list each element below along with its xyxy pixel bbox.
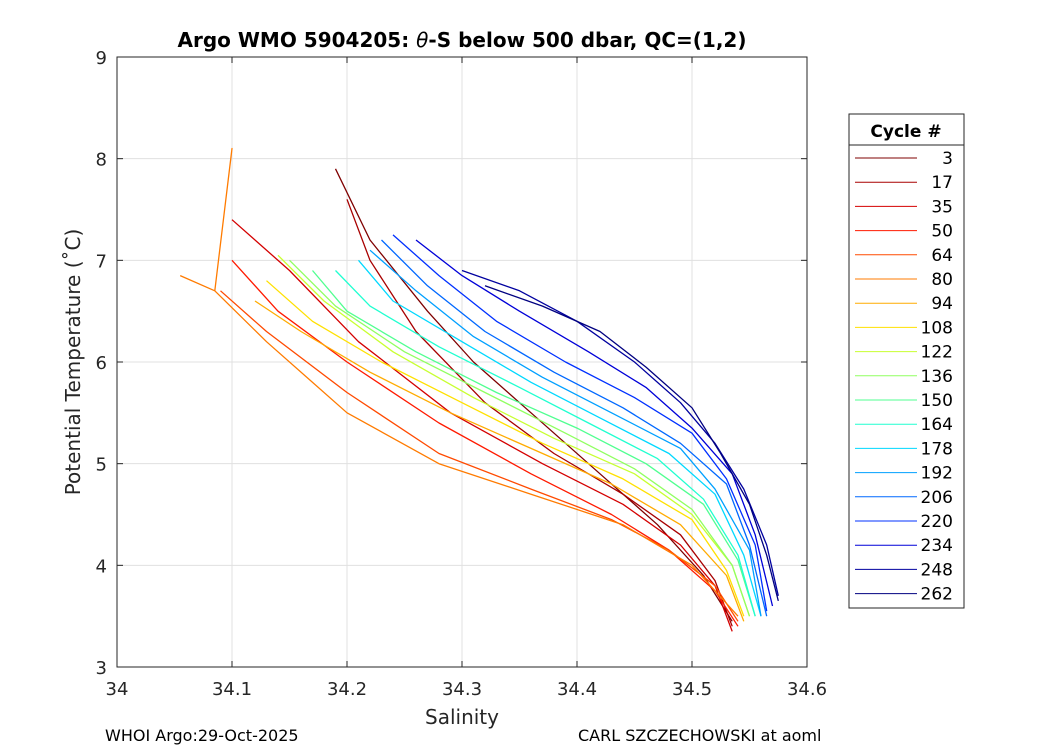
- y-tick-label: 6: [96, 353, 107, 374]
- x-axis-label: Salinity: [425, 705, 499, 729]
- legend-label-17: 17: [931, 173, 953, 193]
- legend-label-220: 220: [921, 512, 953, 532]
- footer-right: CARL SZCZECHOWSKI at aoml: [578, 726, 822, 745]
- profile-line-cycle-108: [266, 280, 745, 617]
- chart-title-prefix: Argo WMO 5904205:: [178, 28, 417, 52]
- profile-line-cycle-80: [179, 147, 739, 617]
- legend-label-262: 262: [921, 585, 953, 605]
- profile-line-cycle-122: [277, 254, 751, 617]
- x-tick-label: 34.5: [672, 679, 712, 700]
- profile-line-cycle-35: [231, 219, 733, 632]
- x-tick-label: 34.4: [557, 679, 597, 700]
- legend-label-94: 94: [931, 294, 953, 314]
- profile-line-cycle-206: [381, 239, 768, 617]
- legend-label-192: 192: [921, 464, 953, 484]
- y-tick-label: 7: [96, 251, 107, 272]
- legend-label-108: 108: [921, 318, 953, 338]
- legend-label-206: 206: [921, 488, 953, 508]
- profile-line-cycle-3: [334, 168, 733, 622]
- profile-line-cycle-94: [254, 300, 745, 622]
- x-tick-label: 34.3: [442, 679, 482, 700]
- y-tick-label: 5: [96, 455, 107, 476]
- y-tick-label: 9: [96, 48, 107, 69]
- legend-label-35: 35: [931, 197, 953, 217]
- legend-label-150: 150: [921, 391, 953, 411]
- profile-line-cycle-234: [415, 239, 774, 607]
- profile-line-cycle-17: [346, 199, 733, 627]
- chart-title: Argo WMO 5904205: θ-S below 500 dbar, QC…: [178, 28, 747, 52]
- chart-title-suffix: -S below 500 dbar, QC=(1,2): [428, 28, 746, 52]
- profile-line-cycle-164: [335, 270, 756, 617]
- profile-lines: [179, 147, 779, 632]
- legend-label-164: 164: [921, 415, 953, 435]
- footer-left: WHOI Argo:29-Oct-2025: [105, 726, 299, 745]
- x-tick-label: 34.2: [327, 679, 367, 700]
- profile-line-cycle-262: [484, 285, 779, 602]
- legend-label-178: 178: [921, 439, 953, 459]
- profile-line-cycle-136: [289, 259, 751, 617]
- legend: Cycle # 3 17 35 50 64 80 94 108 122 136 150 164 178 1…: [848, 113, 965, 609]
- legend-label-50: 50: [931, 222, 953, 242]
- legend-entries: 3 17 35 50 64 80 94 108 122 136 150 164 178 192 206 220…: [855, 149, 953, 605]
- y-tick-label: 8: [96, 150, 107, 171]
- y-tick-label: 4: [96, 556, 107, 577]
- legend-box: [848, 113, 965, 609]
- profile-line-cycle-192: [369, 249, 762, 617]
- legend-label-122: 122: [921, 343, 953, 363]
- legend-label-64: 64: [931, 246, 953, 266]
- legend-label-248: 248: [921, 560, 953, 580]
- x-tick-label: 34.6: [787, 679, 827, 700]
- legend-label-3: 3: [942, 149, 953, 169]
- y-axis-label: Potential Temperature (˚C): [61, 229, 85, 496]
- profile-line-cycle-150: [312, 270, 756, 617]
- profile-line-cycle-178: [358, 259, 762, 617]
- legend-title: Cycle #: [870, 122, 941, 142]
- x-tick-label: 34.1: [212, 679, 252, 700]
- legend-label-136: 136: [921, 367, 953, 387]
- legend-label-80: 80: [931, 270, 953, 290]
- profile-line-cycle-50: [231, 259, 739, 627]
- y-tick-label: 3: [96, 658, 107, 679]
- profile-line-cycle-220: [392, 234, 768, 612]
- grid-lines: [117, 57, 807, 667]
- x-tick-label: 34: [106, 679, 129, 700]
- profile-line-cycle-248: [461, 269, 779, 596]
- chart-title-theta: θ: [416, 28, 428, 52]
- legend-label-234: 234: [921, 536, 953, 556]
